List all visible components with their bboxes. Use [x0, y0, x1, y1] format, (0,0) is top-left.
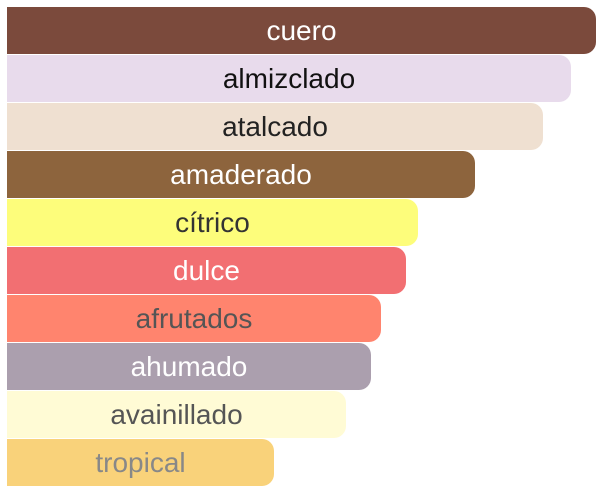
accord-bar-10: tropical — [7, 439, 274, 486]
accord-bar-7: afrutados — [7, 295, 381, 342]
accord-bar-9: avainillado — [7, 391, 346, 438]
accord-bar-2: almizclado — [7, 55, 571, 102]
accord-bar-4: amaderado — [7, 151, 475, 198]
accord-bar-8: ahumado — [7, 343, 371, 390]
accord-bar-5: cítrico — [7, 199, 418, 246]
accord-bar-6: dulce — [7, 247, 406, 294]
accord-bar-3: atalcado — [7, 103, 543, 150]
accord-bar-1: cuero — [7, 7, 596, 54]
